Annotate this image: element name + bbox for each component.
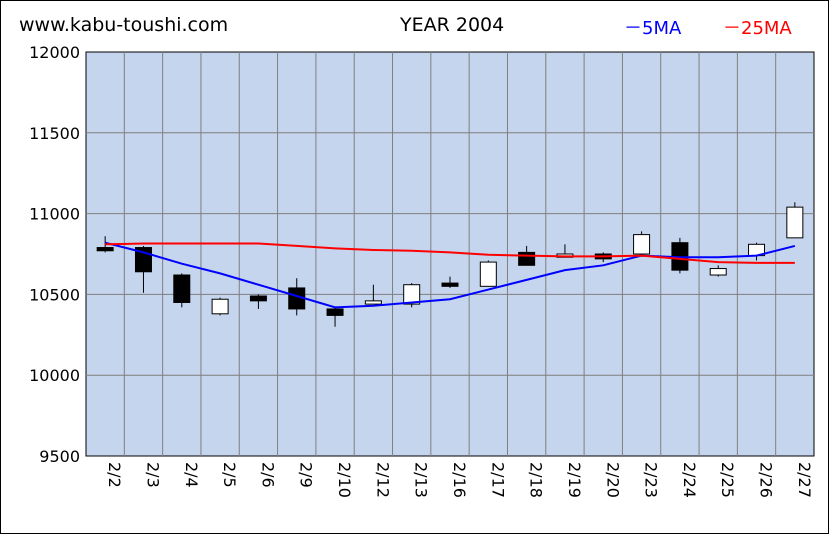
x-tick-label: 2/27	[795, 462, 814, 498]
x-tick-label: 2/23	[642, 462, 661, 498]
ma25-line	[105, 242, 795, 264]
y-tick-label: 11500	[29, 124, 80, 143]
y-tick-label: 9500	[39, 447, 80, 466]
x-tick-label: 2/18	[527, 462, 546, 498]
x-tick-label: 2/17	[488, 462, 507, 498]
candle-body	[326, 308, 344, 316]
chart-title: YEAR 2004	[400, 14, 505, 36]
y-tick-label: 10500	[29, 285, 80, 304]
x-tick-label: 2/13	[412, 462, 431, 498]
y-tick-label: 12000	[29, 43, 80, 62]
candle-body	[96, 247, 114, 252]
gridlines	[86, 52, 814, 456]
candle-body	[633, 234, 651, 255]
x-tick-label: 2/25	[718, 462, 737, 498]
x-tick-label: 2/6	[258, 462, 277, 488]
x-axis-labels: 2/2 2/3 2/4 2/5 2/6 2/9 2/10 2/12 2/13 2/16 2/17 2/…	[105, 462, 814, 498]
ma5-line	[104, 241, 796, 309]
x-tick-label: 2/16	[450, 462, 469, 498]
x-tick-label: 2/19	[565, 462, 584, 498]
x-tick-label: 2/10	[335, 462, 354, 498]
candle-body	[403, 284, 421, 305]
site-name: www.kabu-toushi.com	[19, 14, 229, 36]
candle-body	[709, 268, 727, 276]
legend-25ma-label: 25MA	[741, 18, 792, 39]
legend-5ma: －5MA	[624, 18, 682, 39]
candle-body	[441, 282, 459, 287]
candle-body	[786, 206, 804, 239]
candle-body	[211, 298, 229, 315]
y-axis-labels: 9500 10000 10500 11000 11500 12000	[29, 43, 80, 466]
x-tick-label: 2/20	[603, 462, 622, 498]
x-tick-label: 2/5	[220, 462, 239, 488]
candle-body	[518, 251, 536, 266]
x-tick-label: 2/4	[182, 462, 201, 488]
legend-25ma: －25MA	[723, 18, 792, 39]
plot-area	[85, 51, 815, 457]
candle-body	[479, 261, 497, 287]
x-tick-label: 2/2	[105, 462, 124, 488]
y-tick-label: 10000	[29, 366, 80, 385]
x-tick-label: 2/26	[757, 462, 776, 498]
candle-body	[364, 300, 382, 305]
x-tick-label: 2/24	[680, 462, 699, 498]
candle-body	[173, 274, 191, 303]
x-tick-label: 2/9	[297, 462, 316, 488]
legend-5ma-label: 5MA	[642, 18, 682, 39]
x-tick-label: 2/12	[373, 462, 392, 498]
x-tick-label: 2/3	[143, 462, 162, 488]
y-tick-label: 11000	[29, 205, 80, 224]
moving-averages	[104, 241, 796, 309]
candle-body	[249, 295, 267, 302]
